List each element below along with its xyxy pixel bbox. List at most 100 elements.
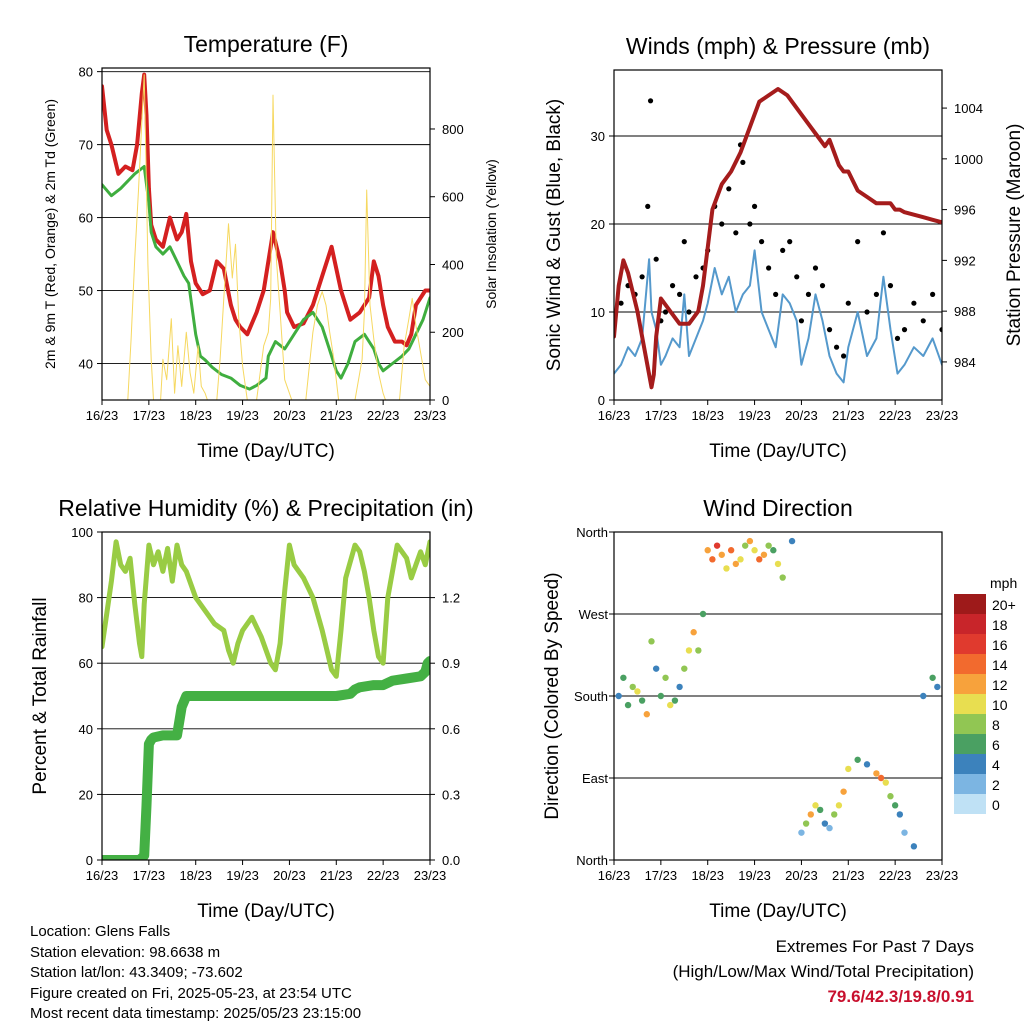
gust-point bbox=[653, 256, 659, 262]
x-tick-label: 20/23 bbox=[785, 408, 818, 423]
gust-point bbox=[740, 159, 746, 165]
direction-point bbox=[779, 574, 786, 581]
direction-point bbox=[807, 811, 814, 818]
x-tick-label: 23/23 bbox=[414, 868, 447, 883]
x-tick-label: 20/23 bbox=[273, 868, 306, 883]
series-station-pressure bbox=[614, 87, 942, 390]
x-tick-label: 16/23 bbox=[86, 408, 119, 423]
direction-point bbox=[727, 547, 735, 554]
info-created: Figure created on Fri, 2025-05-23, at 23… bbox=[30, 984, 352, 1002]
x-tick-label: 23/23 bbox=[414, 408, 447, 423]
y2-tick-label: 0.6 bbox=[442, 722, 460, 737]
y-axis-label: Percent & Total Rainfall bbox=[30, 597, 51, 794]
x-tick-label: 18/23 bbox=[179, 408, 212, 423]
series-relative-humidity bbox=[102, 539, 430, 679]
legend-label: 12 bbox=[992, 677, 1008, 693]
y2-tick-label: 0.3 bbox=[442, 787, 460, 802]
gust-point bbox=[920, 318, 926, 324]
direction-point bbox=[624, 701, 632, 709]
y2-tick-label: 1.2 bbox=[442, 591, 460, 606]
y2-tick-label: 200 bbox=[442, 325, 464, 340]
direction-point bbox=[835, 802, 843, 809]
y-tick-label: 80 bbox=[79, 591, 93, 606]
y-axis-label: Direction (Colored By Speed) bbox=[542, 572, 563, 819]
legend-label: 4 bbox=[992, 757, 1000, 773]
x-tick-label: 18/23 bbox=[691, 868, 724, 883]
direction-point bbox=[774, 560, 782, 568]
y-tick-label: 20 bbox=[591, 217, 605, 232]
gust-point bbox=[901, 327, 908, 333]
info-latest: Most recent data timestamp: 2025/05/23 2… bbox=[30, 1005, 362, 1022]
extremes-title: Extremes For Past 7 Days bbox=[775, 937, 974, 956]
gust-point bbox=[669, 283, 676, 289]
legend-label: 18 bbox=[992, 617, 1008, 633]
x-axis-label: Time (Day/UTC) bbox=[709, 441, 847, 462]
x-tick-label: 20/23 bbox=[273, 408, 306, 423]
direction-point bbox=[891, 802, 899, 809]
legend-swatch bbox=[954, 654, 986, 674]
gust-point bbox=[864, 309, 870, 315]
gust-point bbox=[855, 239, 861, 245]
direction-point bbox=[863, 761, 871, 768]
x-tick-label: 21/23 bbox=[832, 868, 865, 883]
x-axis-label: Time (Day/UTC) bbox=[197, 441, 335, 462]
y2-tick-label: 400 bbox=[442, 257, 464, 272]
direction-point bbox=[652, 665, 660, 672]
plot-frame bbox=[101, 531, 431, 861]
y-tick-label: West bbox=[579, 607, 609, 622]
gust-point bbox=[662, 309, 669, 315]
direction-point bbox=[742, 542, 749, 549]
info-latlon: Station lat/lon: 43.3409; -73.602 bbox=[30, 964, 243, 981]
gust-point bbox=[887, 283, 894, 289]
legend-label: 0 bbox=[992, 797, 1000, 813]
x-tick-label: 23/23 bbox=[926, 408, 959, 423]
direction-point bbox=[681, 665, 688, 672]
gust-point bbox=[894, 335, 901, 341]
legend-label: 8 bbox=[992, 717, 1000, 733]
gust-point bbox=[747, 221, 753, 227]
y2-tick-label: 988 bbox=[954, 304, 976, 319]
y2-tick-label: 1004 bbox=[954, 101, 983, 116]
direction-point bbox=[929, 674, 936, 681]
direction-point bbox=[634, 688, 641, 695]
gust-point bbox=[751, 203, 758, 209]
legend-swatch bbox=[954, 754, 986, 774]
y-tick-label: North bbox=[576, 525, 608, 540]
direction-point bbox=[620, 674, 627, 681]
direction-point bbox=[737, 556, 744, 563]
y2-tick-label: 600 bbox=[442, 190, 464, 205]
x-tick-label: 16/23 bbox=[598, 408, 631, 423]
x-tick-label: 22/23 bbox=[879, 408, 912, 423]
x-tick-label: 20/23 bbox=[785, 868, 818, 883]
gust-point bbox=[845, 300, 851, 306]
x-tick-label: 17/23 bbox=[645, 868, 678, 883]
x-tick-label: 17/23 bbox=[133, 868, 166, 883]
legend-swatch bbox=[954, 614, 986, 634]
y-tick-label: 10 bbox=[591, 305, 605, 320]
direction-point bbox=[732, 560, 740, 568]
legend-label: 2 bbox=[992, 777, 1000, 793]
x-tick-label: 21/23 bbox=[832, 408, 865, 423]
direction-point bbox=[657, 692, 665, 700]
gust-point bbox=[639, 274, 645, 280]
direction-point bbox=[821, 820, 829, 827]
gust-point bbox=[819, 283, 826, 289]
x-tick-label: 16/23 bbox=[86, 868, 119, 883]
plot-area bbox=[614, 87, 942, 390]
plot-frame bbox=[101, 67, 431, 401]
legend-swatch bbox=[954, 634, 986, 654]
y2-tick-label: 984 bbox=[954, 355, 976, 370]
x-tick-label: 22/23 bbox=[367, 868, 400, 883]
x-tick-label: 21/23 bbox=[320, 868, 353, 883]
y2-tick-label: 800 bbox=[442, 122, 464, 137]
gust-point bbox=[733, 230, 739, 236]
direction-point bbox=[765, 542, 772, 549]
x-tick-label: 19/23 bbox=[738, 408, 771, 423]
y2-axis-label: Solar Insolation (Yellow) bbox=[483, 159, 499, 309]
y2-axis-label: Station Pressure (Maroon) bbox=[1004, 124, 1024, 347]
direction-point bbox=[910, 843, 918, 850]
panel-winds: Winds (mph) & Pressure (mb) 0 10 20 30 984 988… bbox=[544, 33, 1024, 462]
info-location: Location: Glens Falls bbox=[30, 923, 171, 940]
y-tick-label: 0 bbox=[598, 393, 605, 408]
y2-tick-label: 0.0 bbox=[442, 853, 460, 868]
